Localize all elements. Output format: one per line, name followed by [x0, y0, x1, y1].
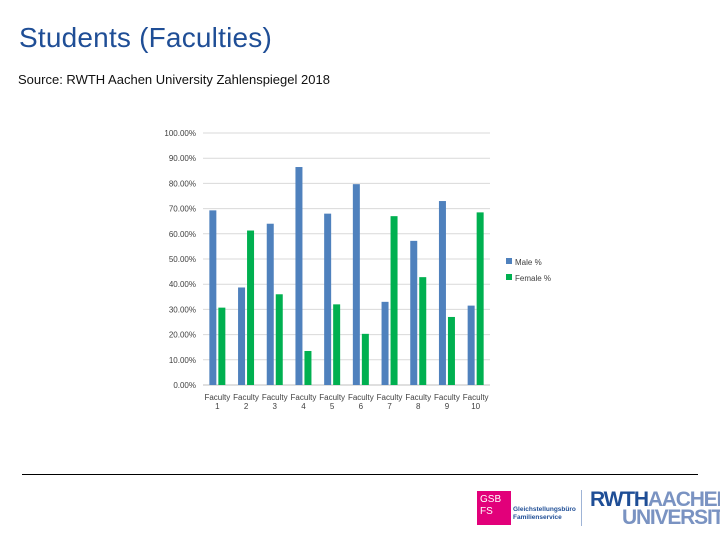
x-tick-label: 10: [471, 402, 480, 411]
gsb-logo: GSB FS: [477, 491, 511, 525]
x-tick-label: Faculty: [377, 393, 403, 402]
gsb-logo-text: Gleichstellungsbüro Familienservice: [513, 506, 576, 522]
y-tick-label: 90.00%: [169, 154, 196, 163]
bar-chart: 0.00% 10.00% 20.00% 30.00% 40.00% 50.00% 60.00…: [164, 129, 551, 411]
legend-swatch: [506, 274, 512, 280]
x-tick-label: 7: [387, 402, 392, 411]
logo-separator: [581, 490, 582, 526]
bar-male: [266, 223, 274, 385]
bar-female: [390, 216, 398, 385]
page-title: Students (Faculties): [19, 22, 272, 53]
y-tick-label: 70.00%: [169, 205, 196, 214]
bar-female: [218, 307, 226, 385]
page-subtitle: Source: RWTH Aachen University Zahlenspi…: [18, 72, 330, 87]
rwth-logo-rwth: RWTH: [590, 488, 649, 511]
x-tick-label: 1: [215, 402, 220, 411]
y-tick-label: 100.00%: [164, 129, 196, 138]
x-tick-label: Faculty: [405, 393, 431, 402]
x-tick-label: Faculty: [291, 393, 317, 402]
x-tick-label: Faculty: [434, 393, 460, 402]
x-tick-label: 9: [445, 402, 450, 411]
x-tick-label: Faculty: [262, 393, 288, 402]
y-tick-label: 10.00%: [169, 356, 196, 365]
y-tick-label: 80.00%: [169, 179, 196, 188]
legend-label: Female %: [515, 274, 551, 283]
x-tick-label: 2: [244, 402, 249, 411]
x-tick-label: Faculty: [204, 393, 230, 402]
x-tick-label: 6: [359, 402, 364, 411]
bar-male: [238, 287, 246, 385]
bar-female: [361, 333, 369, 385]
y-tick-label: 50.00%: [169, 255, 196, 264]
x-tick-label: 3: [273, 402, 278, 411]
y-tick-label: 60.00%: [169, 230, 196, 239]
legend-label: Male %: [515, 258, 542, 267]
rwth-logo-aachen: AACHEN: [647, 488, 720, 511]
bar-male: [410, 240, 418, 385]
bar-male: [295, 167, 303, 385]
gsb-logo-line1: GSB: [480, 494, 502, 505]
bar-female: [275, 294, 283, 385]
bar-male: [324, 213, 332, 385]
rwth-logo-line2: UNIVERSITY: [622, 506, 720, 529]
gsb-logo-text1: Gleichstellungsbüro: [513, 506, 576, 513]
bar-female: [304, 350, 312, 385]
x-tick-label: Faculty: [348, 393, 374, 402]
footer-divider: [22, 474, 698, 475]
gsb-logo-line2: FS: [480, 506, 493, 517]
bar-female: [333, 304, 341, 385]
y-tick-label: 0.00%: [173, 381, 196, 390]
x-tick-label: Faculty: [463, 393, 489, 402]
x-tick-label: Faculty: [319, 393, 345, 402]
y-tick-label: 40.00%: [169, 280, 196, 289]
x-tick-label: 5: [330, 402, 335, 411]
bar-female: [247, 230, 255, 385]
rwth-logo-line1: RWTHAACHEN: [590, 489, 720, 511]
bar-female: [447, 316, 455, 385]
bar-male: [467, 305, 475, 385]
bar-female: [476, 212, 484, 385]
y-tick-label: 20.00%: [169, 331, 196, 340]
x-tick-label: Faculty: [233, 393, 259, 402]
bar-male: [381, 301, 389, 385]
x-tick-label: 4: [301, 402, 306, 411]
bar-female: [419, 277, 427, 385]
bar-male: [438, 201, 446, 385]
x-tick-label: 8: [416, 402, 421, 411]
gsb-logo-text2: Familienservice: [513, 514, 562, 521]
bar-male: [352, 184, 360, 385]
legend-swatch: [506, 258, 512, 264]
y-tick-label: 30.00%: [169, 305, 196, 314]
bar-male: [209, 210, 217, 385]
